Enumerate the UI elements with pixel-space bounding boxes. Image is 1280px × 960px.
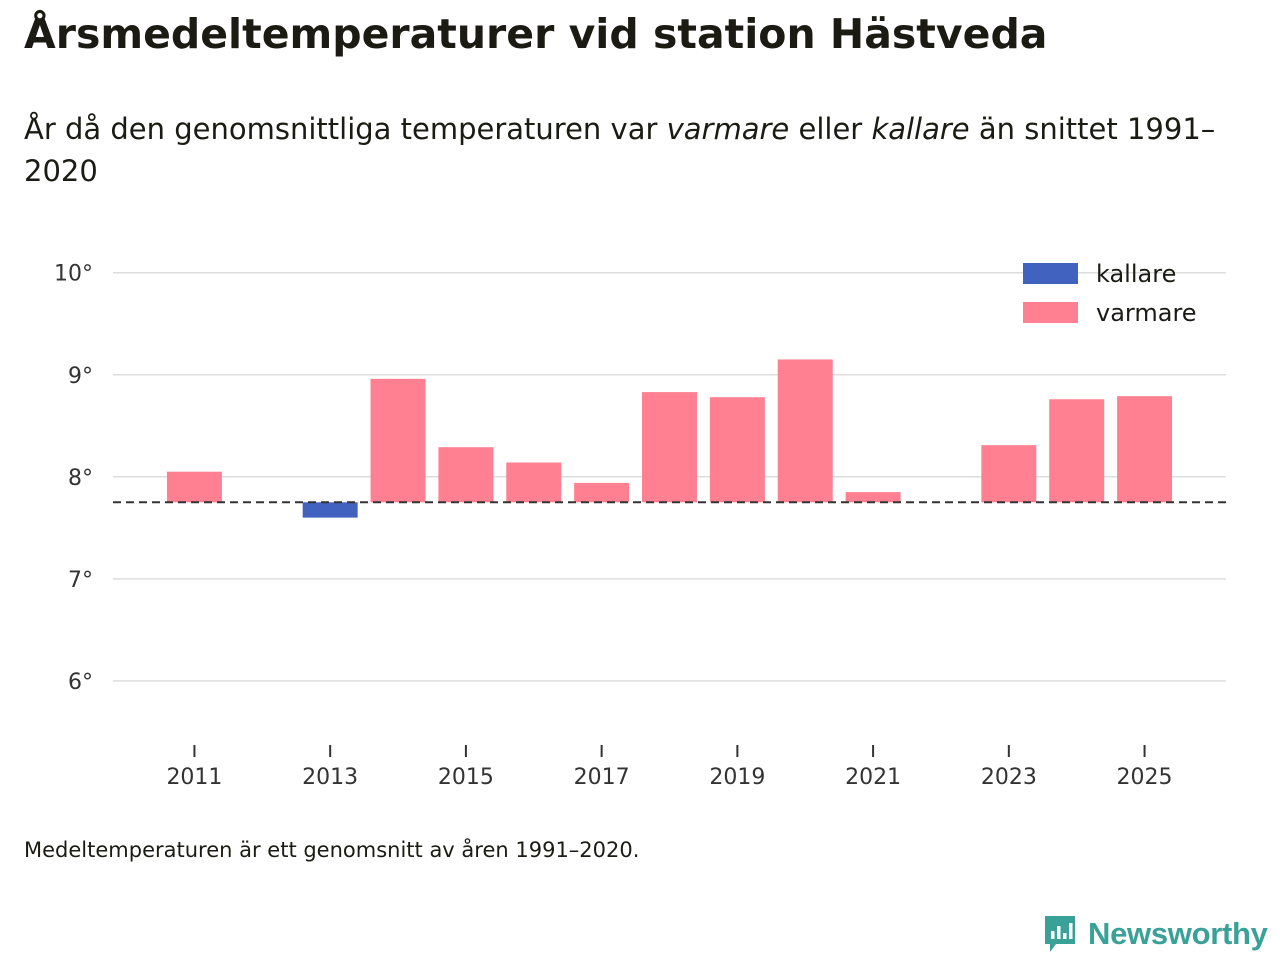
gridlines xyxy=(113,271,1226,682)
legend-label-varmare: varmare xyxy=(1096,299,1197,327)
x-tick-label: 2015 xyxy=(438,765,494,790)
bar-2020 xyxy=(777,359,833,503)
y-axis-labels: 6° 7° 8° 9° 10° xyxy=(54,262,93,695)
x-tick-label: 2025 xyxy=(1117,765,1173,790)
legend: kallare varmare xyxy=(1023,260,1197,327)
x-tick-label: 2023 xyxy=(981,765,1037,790)
newsworthy-logo-icon xyxy=(1045,916,1075,952)
y-tick-label: 10° xyxy=(54,262,93,287)
bar-2011 xyxy=(166,471,222,503)
bar-2017 xyxy=(574,482,630,503)
subtitle-emphasis-colder: kallare xyxy=(871,112,970,146)
x-tick-label: 2021 xyxy=(845,765,901,790)
legend-swatch-kallare xyxy=(1023,263,1078,284)
y-tick-label: 6° xyxy=(68,670,93,695)
bar-2023 xyxy=(981,445,1037,503)
x-tick-label: 2019 xyxy=(709,765,765,790)
y-tick-label: 7° xyxy=(68,568,93,593)
x-tick-label: 2011 xyxy=(166,765,222,790)
y-tick-label: 9° xyxy=(68,364,93,389)
x-tick-label: 2017 xyxy=(574,765,630,790)
bar-2021 xyxy=(845,492,901,503)
bar-2024 xyxy=(1049,399,1105,503)
chart-title: Årsmedeltemperaturer vid station Hästved… xyxy=(24,10,1048,58)
bars xyxy=(166,359,1173,518)
subtitle-text: eller xyxy=(789,112,872,146)
legend-label-kallare: kallare xyxy=(1096,260,1176,288)
brand-name: Newsworthy xyxy=(1088,916,1268,951)
x-tick-label: 2013 xyxy=(302,765,358,790)
legend-swatch-varmare xyxy=(1023,302,1078,323)
bar-2018 xyxy=(642,392,697,503)
brand-logo: Newsworthy xyxy=(1042,914,1268,954)
bar-2025 xyxy=(1117,396,1173,503)
bar-2013 xyxy=(302,502,358,518)
chart-subtitle: År då den genomsnittliga temperaturen va… xyxy=(24,108,1224,192)
bar-2014 xyxy=(370,378,426,503)
footnote: Medeltemperaturen är ett genomsnitt av å… xyxy=(24,838,640,862)
bar-2019 xyxy=(709,397,765,503)
y-tick-label: 8° xyxy=(68,466,93,491)
x-axis: 2011 2013 2015 2017 2019 2021 2023 2025 xyxy=(166,745,1173,790)
bar-2015 xyxy=(438,447,494,503)
subtitle-text: än snittet 1991–2020 xyxy=(24,112,1216,188)
subtitle-text: År då den genomsnittliga temperaturen va… xyxy=(24,112,667,146)
bar-2016 xyxy=(506,462,562,503)
subtitle-emphasis-warmer: varmare xyxy=(666,112,790,146)
